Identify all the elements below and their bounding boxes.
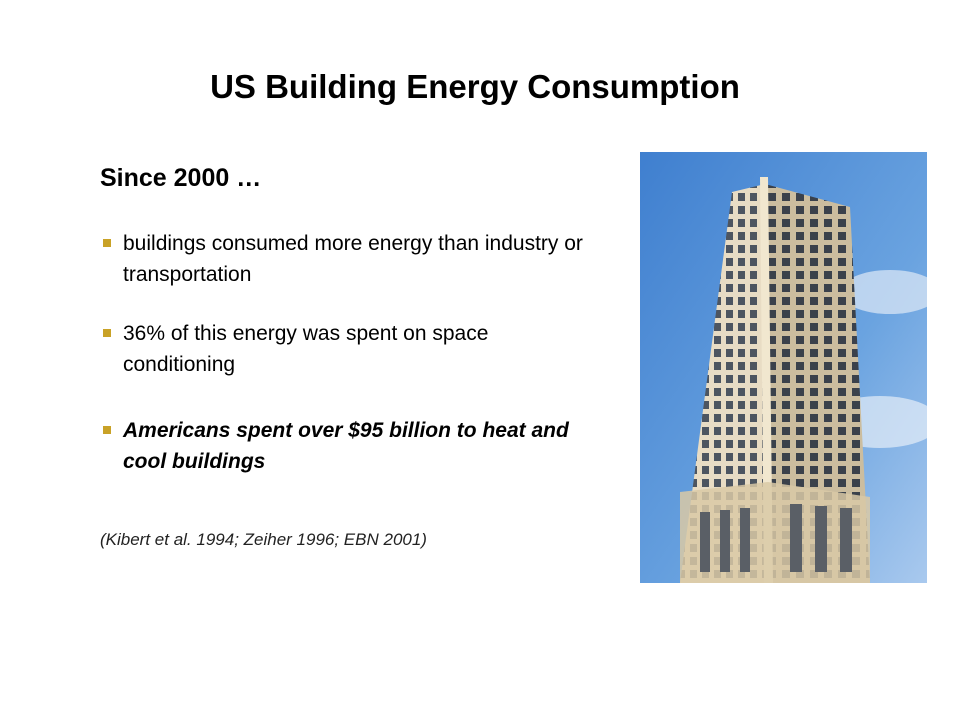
bullet-marker [103,426,111,434]
bullet-item: Americans spent over $95 billion to heat… [103,415,623,477]
base-windows [700,504,852,572]
bullet-item: 36% of this energy was spent on space co… [103,318,623,380]
subtitle: Since 2000 … [100,164,262,192]
bullet-text: buildings consumed more energy than indu… [123,232,583,286]
slide-title: US Building Energy Consumption [210,68,740,105]
citation: (Kibert et al. 1994; Zeiher 1996; EBN 20… [100,530,427,549]
cloud [840,270,927,314]
building-face-right [765,184,870,583]
bullet-item: buildings consumed more energy than indu… [103,228,623,290]
building-photo [640,152,927,583]
building-edge [760,177,773,583]
bullet-marker [103,239,111,247]
bullet-text: Americans spent over $95 billion to heat… [123,419,569,473]
bullet-text: 36% of this energy was spent on space co… [123,322,489,376]
building-face-left [680,184,768,583]
bullet-marker [103,329,111,337]
